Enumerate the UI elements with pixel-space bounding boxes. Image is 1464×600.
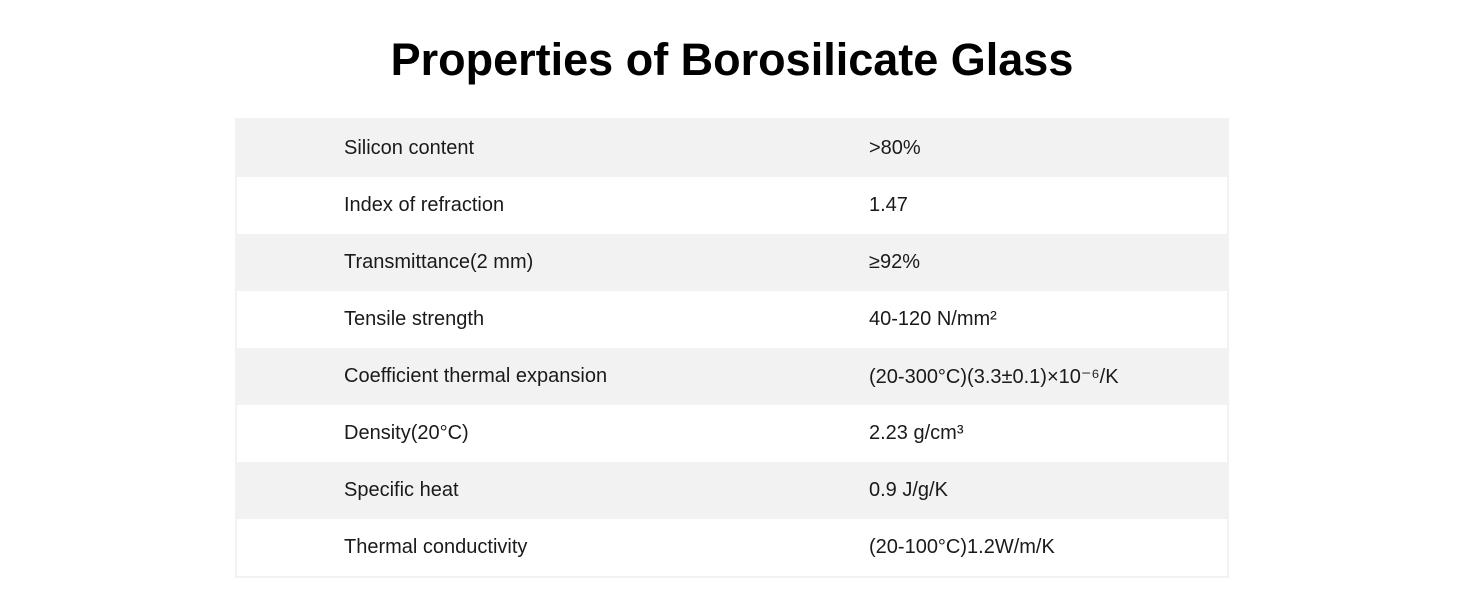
properties-table: Silicon content >80% Index of refraction… [235,118,1229,578]
property-value: (20-100°C)1.2W/m/K [869,536,1055,558]
table-row: Transmittance(2 mm) ≥92% [237,234,1227,291]
property-value: >80% [869,137,921,159]
table-row: Specific heat 0.9 J/g/K [237,462,1227,519]
page-title: Properties of Borosilicate Glass [390,34,1074,85]
property-value: (20-300°C)(3.3±0.1)×10⁻⁶/K [869,366,1119,388]
table-row: Coefficient thermal expansion (20-300°C)… [237,348,1227,405]
property-value: ≥92% [869,251,921,273]
property-label: Index of refraction [344,194,505,216]
property-label: Transmittance(2 mm) [344,251,534,273]
property-value: 1.47 [869,194,908,216]
property-label: Silicon content [344,137,475,159]
table-row: Density(20°C) 2.23 g/cm³ [237,405,1227,462]
property-label: Density(20°C) [344,422,469,444]
property-value: 40-120 N/mm² [869,308,997,330]
table-row: Tensile strength 40-120 N/mm² [237,291,1227,348]
property-label: Thermal conductivity [344,536,528,558]
table-row: Index of refraction 1.47 [237,177,1227,234]
property-value: 0.9 J/g/K [869,479,948,501]
property-label: Coefficient thermal expansion [344,365,608,387]
table-row: Thermal conductivity (20-100°C)1.2W/m/K [237,519,1227,576]
property-label: Specific heat [344,479,459,501]
property-label: Tensile strength [344,308,485,330]
table-row: Silicon content >80% [237,120,1227,177]
property-value: 2.23 g/cm³ [869,422,964,444]
